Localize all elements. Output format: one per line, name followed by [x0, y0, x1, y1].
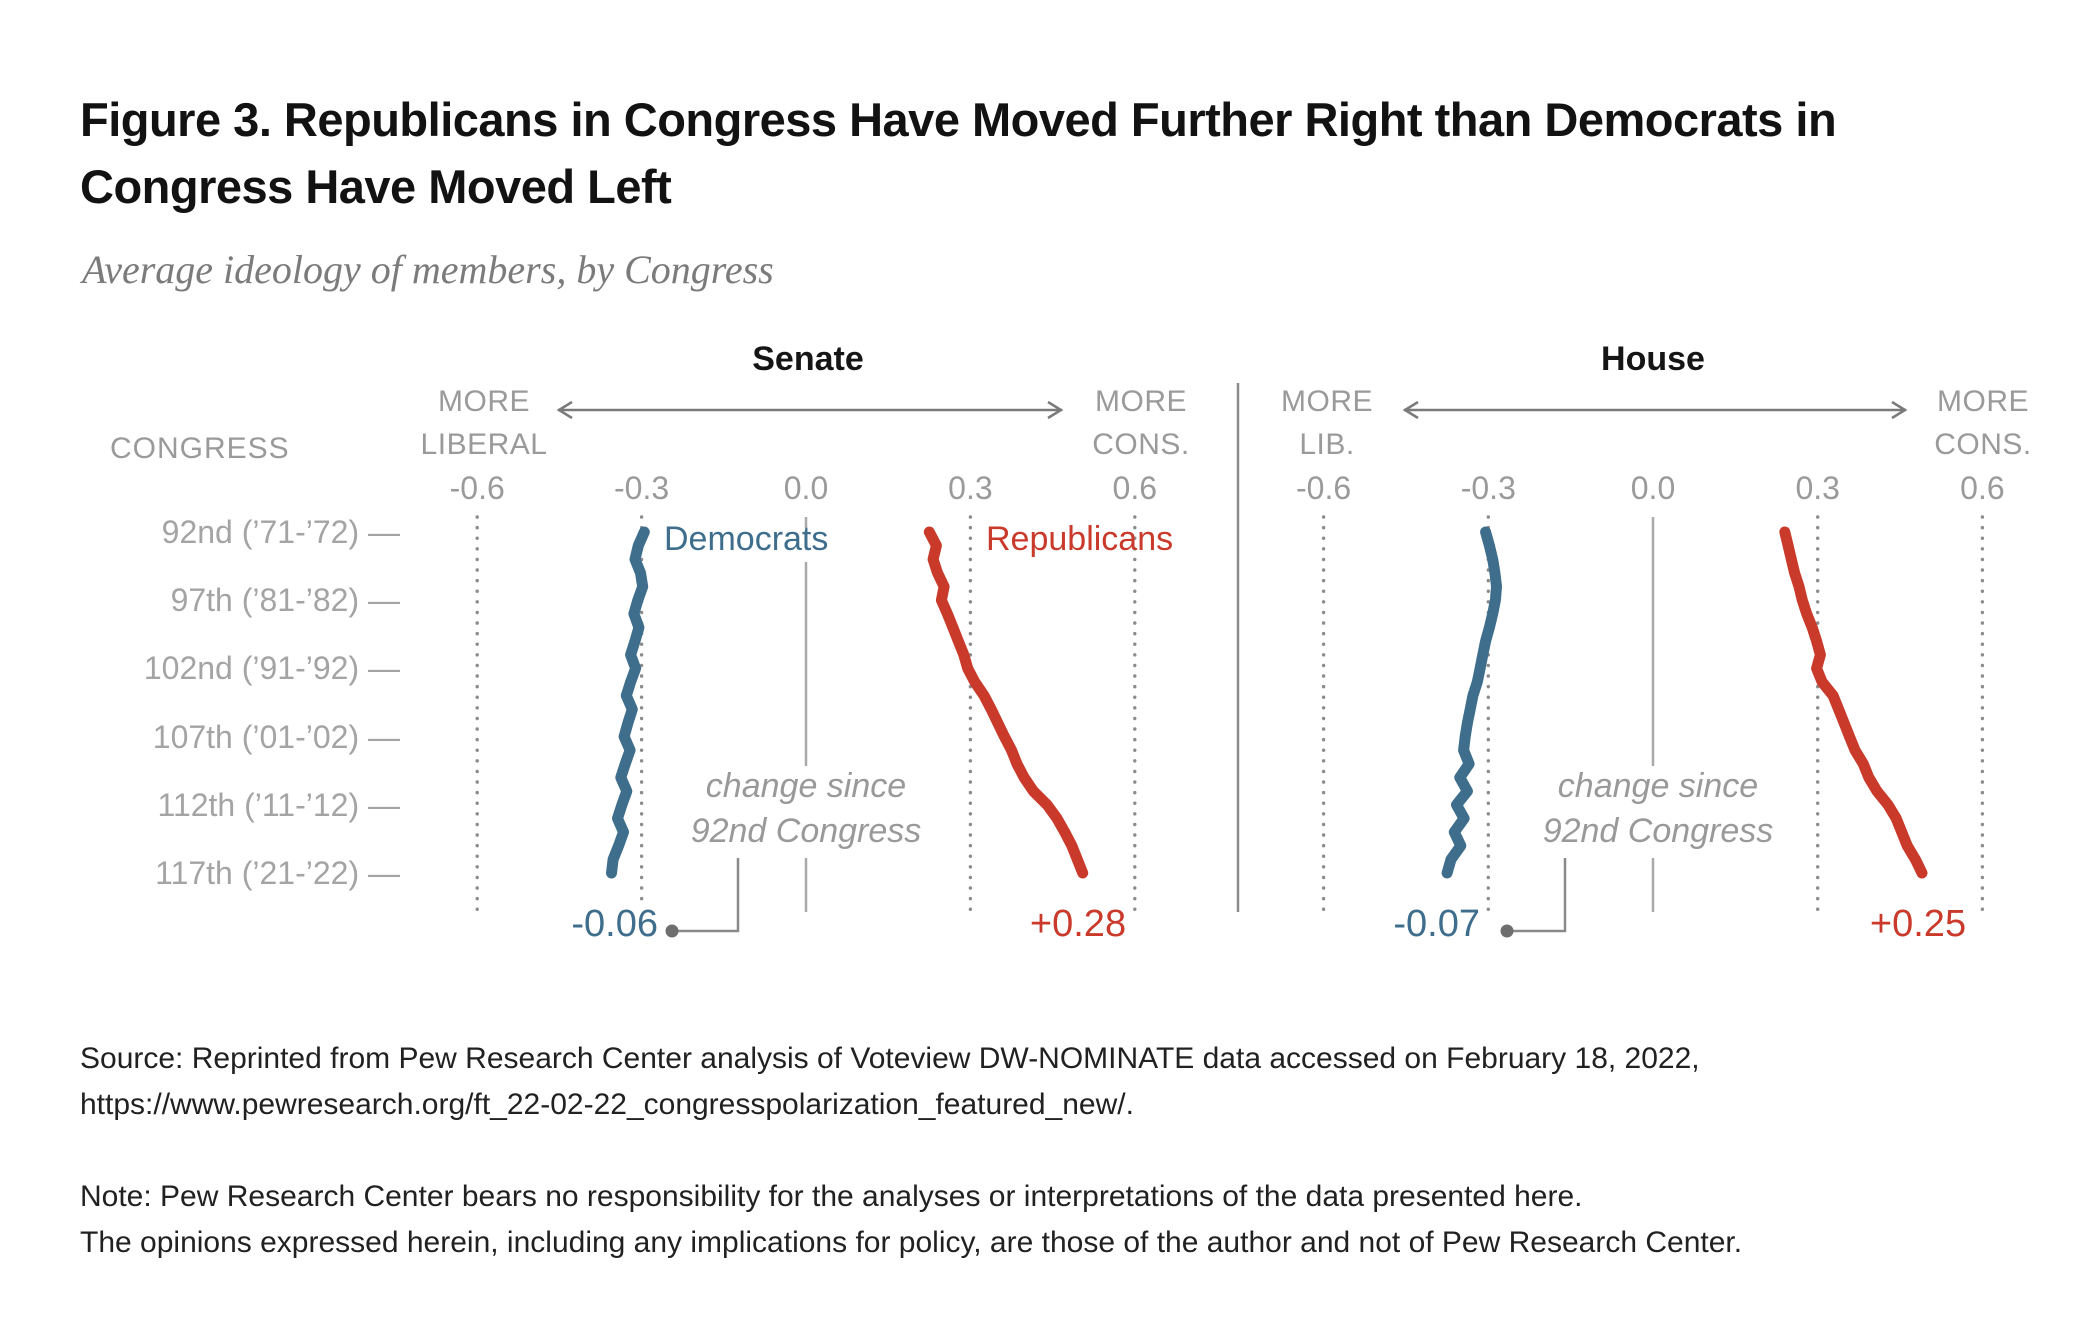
x-tick-label: 0.3: [948, 470, 993, 506]
note-text-line-2: The opinions expressed herein, including…: [80, 1226, 1743, 1259]
source-text-line-1: Source: Reprinted from Pew Research Cent…: [80, 1042, 1700, 1075]
democrats-series-label: Democrats: [664, 520, 829, 558]
change-value-text: +0.25: [1866, 903, 1970, 945]
senate-change-since-annotation: change since 92nd Congress: [691, 764, 922, 854]
change-value-text: +0.28: [1026, 903, 1130, 945]
figure-title: Figure 3. Republicans in Congress Have M…: [80, 93, 1837, 214]
house-annotation-dot: [1500, 924, 1514, 938]
x-tick-label: -0.6: [1296, 470, 1352, 506]
annotation-line: 92nd Congress: [1542, 812, 1774, 850]
x-tick-label: -0.3: [614, 470, 670, 506]
figure-subtitle: Average ideology of members, by Congress: [82, 247, 774, 292]
dir-line: MORE: [438, 385, 530, 418]
note-text-line-1: Note: Pew Research Center bears no respo…: [80, 1180, 1583, 1213]
change-value-text: -0.07: [1390, 903, 1483, 945]
republicans-line-house: [1779, 526, 1928, 879]
house-more-cons-label: MORE CONS.: [1934, 380, 2032, 466]
senate-annotation-dot: [665, 924, 679, 938]
axis-arrow: [1402, 400, 1908, 420]
house-more-lib-label: MORE LIB.: [1281, 380, 1373, 466]
dir-line: MORE: [1281, 385, 1373, 418]
house-republican-change-value: +0.25: [1798, 903, 2038, 946]
congress-tick-label: 117th (’21-’22) —: [155, 855, 400, 891]
dir-line: CONS.: [1934, 428, 2032, 461]
x-tick-label: -0.6: [449, 470, 505, 506]
x-tick-label: 0.6: [1112, 470, 1158, 506]
dir-line: CONS.: [1092, 428, 1190, 461]
annotation-line: change since: [1557, 767, 1759, 805]
dir-line: LIBERAL: [420, 428, 548, 461]
change-value-text: -0.06: [568, 903, 661, 945]
axis-arrow: [556, 400, 1064, 420]
congress-tick-label: 102nd (’91-’92) —: [143, 650, 400, 687]
senate-republican-change-value: +0.28: [958, 903, 1198, 946]
x-tick-label: 0.0: [1630, 470, 1676, 506]
senate-democrat-change-value: -0.06: [441, 903, 661, 946]
x-tick-label: 0.6: [1960, 470, 2005, 506]
house-annotation-connector: [1513, 858, 1567, 933]
panel-title-senate: Senate: [752, 340, 864, 378]
democrats-line-senate: [606, 526, 650, 879]
congress-tick-label: 92nd (’71-’72) —: [161, 514, 400, 550]
source-text-line-2: https://www.pewresearch.org/ft_22-02-22_…: [80, 1088, 1134, 1121]
senate-annotation-connector: [678, 858, 740, 933]
panel-title-house: House: [1601, 340, 1705, 378]
dir-line: MORE: [1936, 385, 2029, 418]
congress-tick-label: 107th (’01-’02) —: [152, 718, 400, 755]
dir-line: LIB.: [1299, 428, 1355, 461]
annotation-line: 92nd Congress: [690, 812, 922, 850]
house-change-since-annotation: change since 92nd Congress: [1543, 764, 1774, 854]
annotation-line: change since: [705, 767, 907, 805]
senate-more-cons-label: MORE CONS.: [1092, 380, 1190, 466]
dir-line: MORE: [1094, 385, 1187, 418]
senate-more-liberal-label: MORE LIBERAL: [421, 380, 548, 466]
x-tick-label: 0.3: [1795, 470, 1840, 506]
republicans-line-senate: [923, 526, 1089, 879]
x-tick-label: 0.0: [783, 470, 829, 506]
congress-axis-header: CONGRESS: [110, 432, 290, 465]
congress-tick-label: 112th (’11-’12) —: [157, 786, 400, 823]
congress-tick-label: 97th (’81-’82) —: [170, 582, 400, 619]
x-tick-label: -0.3: [1460, 470, 1516, 506]
house-democrat-change-value: -0.07: [1263, 903, 1483, 946]
republicans-series-label: Republicans: [986, 520, 1174, 558]
democrats-line-house: [1441, 526, 1502, 879]
